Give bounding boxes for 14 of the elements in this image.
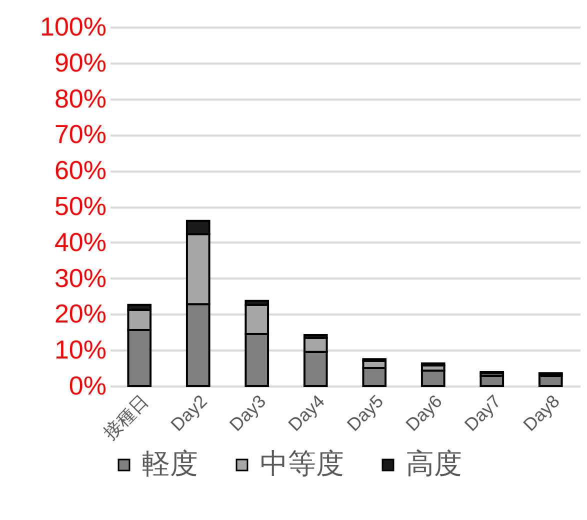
y-tick-label: 70% [54,119,106,150]
y-tick-label: 20% [54,298,106,329]
y-tick-label: 50% [54,191,106,221]
y-tick-label: 30% [54,262,106,293]
y-tick-label: 10% [54,334,106,365]
y-tick-label: 60% [54,155,106,186]
legend-label: 中等度 [260,448,344,479]
y-tick-label: 80% [54,83,106,114]
y-tick-label: 40% [54,226,106,257]
legend-label: 軽度 [142,448,198,479]
y-tick-label: 90% [54,47,106,78]
legend-label: 高度 [406,448,462,479]
y-tick-label: 0% [68,370,106,400]
y-tick-label: 100% [40,12,106,42]
